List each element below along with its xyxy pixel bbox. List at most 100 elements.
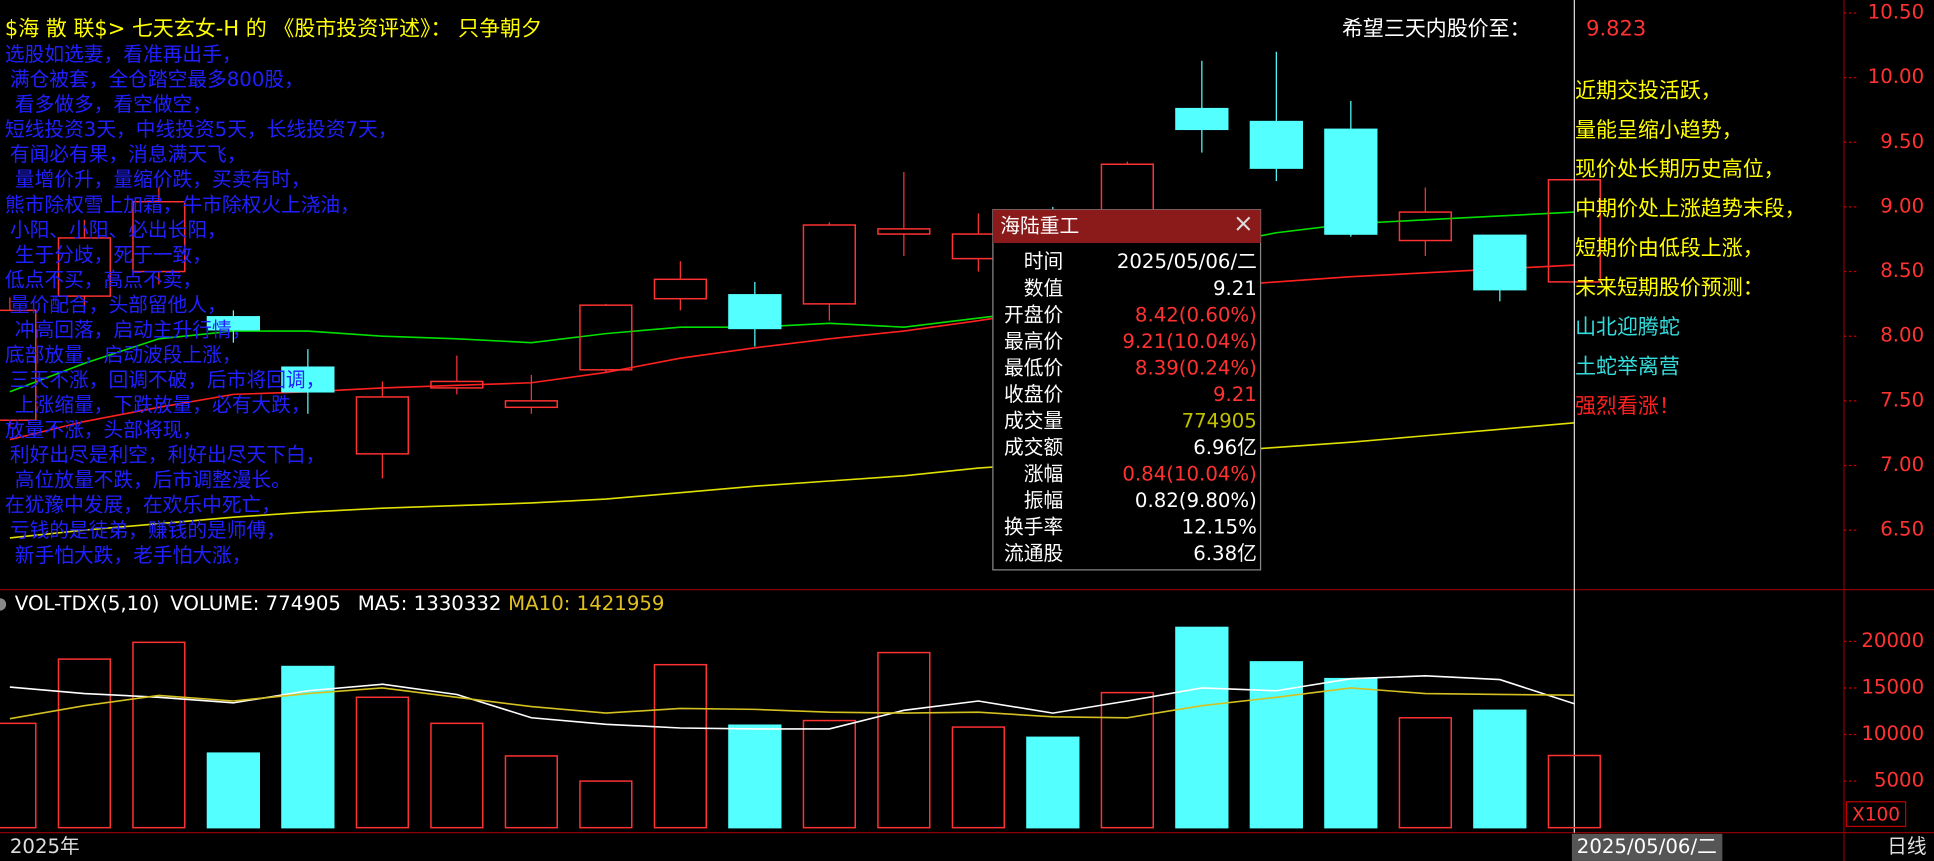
comment: 未来短期股价预测： xyxy=(1575,276,1764,300)
note: 量增价升，量缩价跌，买卖有时， xyxy=(15,168,311,191)
y-tick-label: 8.00 xyxy=(1880,324,1924,347)
popup-header xyxy=(992,209,1261,244)
note: 冲高回落，启动主升行情， xyxy=(15,318,252,341)
candle-body xyxy=(355,396,410,455)
popup-field-label: 最高价 xyxy=(1004,330,1063,353)
note: 上涨缩量，下跌放量，必有大跌， xyxy=(15,394,311,417)
y-tick-label: 10.50 xyxy=(1868,0,1924,23)
popup-field-label: 成交额 xyxy=(1004,436,1063,459)
volume-bar xyxy=(504,755,558,829)
popup-field-label: 振幅 xyxy=(1024,489,1063,512)
popup-field-value: 6.96亿 xyxy=(1193,436,1257,459)
ma-line xyxy=(9,422,1575,539)
y-tick-label: 10000 xyxy=(1861,722,1924,745)
chart-title: $海 散 联$> 七天玄女-H 的 《股市投资评述》： 只争朝夕 xyxy=(5,17,542,41)
note: 放量不涨，头部将现， xyxy=(5,419,202,442)
volume-bar xyxy=(57,658,112,829)
x-start-label: 2025年 xyxy=(10,835,80,858)
y-tick-label: 8.50 xyxy=(1880,259,1924,282)
popup-field-value: 0.84(10.04%) xyxy=(1122,462,1256,485)
note: 新手怕大跌，老手怕大涨， xyxy=(15,544,252,567)
note: 在犹豫中发展，在欢乐中死亡， xyxy=(5,494,281,517)
info-popup: 海陆重工 × 时间 2025/05/06/二数值 9.21 开盘价 8.42(0.60%) 最… xyxy=(992,209,1262,571)
indicator-label: VOL-TDX(5,10) xyxy=(15,592,160,615)
popup-field-label: 数值 xyxy=(1024,277,1063,300)
volume-bar xyxy=(1026,736,1080,829)
comment: 现价处长期历史高位， xyxy=(1575,157,1785,181)
candle-body xyxy=(281,366,335,393)
popup-field-label: 流通股 xyxy=(1004,542,1063,565)
note: 熊市除权雪上加霜，牛市除权火上浇油， xyxy=(5,193,360,216)
y-tick-label: 6.50 xyxy=(1880,518,1924,541)
candle-body xyxy=(579,304,633,371)
volume-bar xyxy=(1249,661,1303,829)
volume-bar xyxy=(1547,754,1601,829)
volume-bar xyxy=(430,722,484,829)
target-label: 希望三天内股价至： xyxy=(1342,17,1531,41)
note: 满仓被套，全仓踏空最多800股， xyxy=(10,68,304,91)
unit-label: X100 xyxy=(1852,804,1900,825)
popup-field-value: 0.82(9.80%) xyxy=(1135,489,1257,512)
candle-body xyxy=(877,228,931,235)
cursor-date-label: 2025/05/06/二 xyxy=(1577,835,1717,858)
volume-bar xyxy=(0,722,37,829)
note: 三天不涨，回调不破，后市将回调， xyxy=(10,369,326,392)
y-tick-label: 7.50 xyxy=(1880,388,1924,411)
popup-close[interactable]: × xyxy=(1233,209,1254,238)
popup-field-value: 8.39(0.24%) xyxy=(1135,356,1257,379)
volume-bar xyxy=(1473,709,1527,829)
note: 生于分歧，死于一致， xyxy=(15,243,212,266)
volume-bar xyxy=(579,780,633,829)
note: 看多做多，看空做空， xyxy=(15,93,212,116)
period-label: 日线 xyxy=(1887,835,1926,858)
y-tick-label: 9.00 xyxy=(1880,194,1924,217)
unit-box xyxy=(1845,801,1907,828)
candle-body xyxy=(728,294,782,330)
popup-field-label: 收盘价 xyxy=(1004,383,1063,406)
volume-label: VOLUME: 774905 xyxy=(170,592,341,615)
candle-body xyxy=(653,278,707,300)
note: 小阳、小阳、必出长阳， xyxy=(10,218,227,241)
popup-field-label: 涨幅 xyxy=(1024,462,1063,485)
popup-field-value: 6.38亿 xyxy=(1193,542,1257,565)
indicator-dot xyxy=(0,598,7,611)
comment: 短期价由低段上涨， xyxy=(1575,236,1764,260)
note: 短线投资3天，中线投资5天，长线投资7天， xyxy=(5,118,398,141)
candle-body xyxy=(1249,120,1303,169)
candle-body xyxy=(802,224,856,305)
verdict: 强烈看涨！ xyxy=(1575,394,1680,418)
popup-field-label: 时间 xyxy=(1024,250,1063,273)
candle-body xyxy=(132,200,186,273)
volume-bar xyxy=(802,719,856,829)
y-tick-label: 10.00 xyxy=(1868,65,1924,88)
candle-body xyxy=(1473,234,1527,291)
volume-bar xyxy=(877,651,931,829)
volume-bar xyxy=(951,726,1005,829)
popup-field-label: 成交量 xyxy=(1004,409,1063,432)
y-tick-label: 7.00 xyxy=(1880,453,1924,476)
ma10-label: MA10: 1421959 xyxy=(508,592,664,615)
volume-bar xyxy=(1175,626,1229,829)
volume-bar xyxy=(132,641,186,829)
prediction: 土蛇举离营 xyxy=(1575,355,1680,379)
candle-body xyxy=(206,316,261,331)
candle-body xyxy=(57,237,112,297)
candle-body xyxy=(1324,128,1378,235)
candle-body xyxy=(1398,211,1452,242)
ma5-label: MA5: 1330332 xyxy=(358,592,502,615)
comment: 近期交投活跃， xyxy=(1575,78,1722,102)
volume-bar xyxy=(355,696,410,829)
volume-bar xyxy=(206,752,261,829)
comment: 中期价处上涨趋势末段， xyxy=(1575,197,1806,221)
note: 低点不买，高点不卖， xyxy=(5,268,202,291)
ma-line xyxy=(9,211,1575,393)
candle-body xyxy=(0,309,37,421)
note: 利好出尽是利空，利好出尽天下白， xyxy=(10,444,326,467)
popup-field-value: 9.21(10.04%) xyxy=(1122,330,1256,353)
popup-field-value: 2025/05/06/二 xyxy=(1117,250,1257,273)
note: 高位放量不跌，后市调整漫长。 xyxy=(15,469,291,492)
y-tick-label: 20000 xyxy=(1861,629,1924,652)
prediction: 山北迎腾蛇 xyxy=(1575,315,1680,339)
